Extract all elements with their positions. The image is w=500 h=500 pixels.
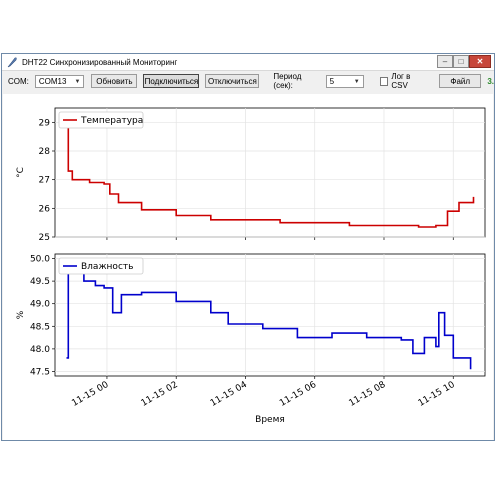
close-button[interactable]: ✕: [469, 55, 491, 68]
period-select[interactable]: 5 ▼: [325, 74, 364, 88]
minimize-icon: –: [442, 57, 448, 66]
log-csv-label: Лог в CSV: [391, 72, 411, 90]
com-label: COM:: [8, 76, 29, 86]
temperature-y-tick-label: 25: [39, 233, 50, 243]
humidity-legend: Влажность: [58, 257, 144, 275]
app-feather-icon: [7, 57, 17, 68]
period-label: Период (сек):: [273, 72, 302, 90]
humidity-x-tick-label: 11-15 10: [417, 380, 457, 409]
app-window: DHT22 Синхронизированный Мониторинг – □ …: [1, 53, 495, 441]
title-bar: DHT22 Синхронизированный Мониторинг – □ …: [2, 54, 494, 71]
humidity-y-tick-label: 48.5: [30, 322, 50, 332]
com-port-value: COM13: [38, 76, 67, 86]
temperature-series-line: [66, 112, 475, 228]
close-icon: ✕: [476, 57, 484, 66]
connect-button[interactable]: Подключиться: [143, 74, 200, 88]
temperature-legend-label: Температура: [80, 116, 143, 126]
humidity-legend-label: Влажность: [81, 262, 133, 272]
humidity-x-tick-label: 11-15 02: [140, 380, 180, 409]
x-axis-label: Время: [255, 415, 285, 425]
humidity-x-tick-label: 11-15 00: [70, 380, 110, 409]
temperature-chart: 25 26 27 28 29 °C Температура: [16, 107, 486, 243]
file-label: Файл: [450, 76, 471, 86]
maximize-button[interactable]: □: [453, 55, 469, 68]
maximize-icon: □: [458, 57, 464, 66]
temperature-y-tick-label: 27: [39, 176, 50, 186]
temperature-y-axis-label: °C: [16, 167, 26, 178]
humidity-y-tick-label: 47.5: [30, 367, 50, 377]
temperature-y-tick-label: 29: [39, 118, 51, 128]
humidity-x-tick-label: 11-15 06: [278, 380, 318, 409]
temperature-legend-box: [58, 111, 144, 129]
humidity-legend-box: [58, 257, 144, 275]
plot-area: 25 26 27 28 29 °C Температура 47.5 48.0 48.5 49.0 4…: [3, 94, 493, 440]
temperature-y-tick-label: 28: [39, 147, 51, 157]
humidity-chart: 47.5 48.0 48.5 49.0 49.5 50.0% Влажность 11-15 …: [16, 253, 486, 425]
refresh-button[interactable]: Обновить: [91, 74, 138, 88]
temperature-legend: Температура: [58, 111, 144, 129]
humidity-y-axis-label: %: [16, 310, 26, 319]
period-value: 5: [329, 76, 335, 86]
com-port-select[interactable]: COM13 ▼: [34, 74, 85, 88]
status-text: 3.: [487, 76, 494, 86]
humidity-y-tick-label: 49.0: [30, 300, 50, 310]
log-csv-checkbox[interactable]: [379, 76, 389, 86]
toolbar: COM: COM13 ▼ Обновить Подключиться Отклю…: [2, 71, 494, 91]
chevron-down-icon: ▼: [353, 78, 360, 85]
humidity-series-line: [66, 266, 472, 370]
window-controls: – □ ✕: [437, 55, 491, 68]
humidity-y-tick-label: 48.0: [30, 345, 50, 355]
chevron-down-icon: ▼: [74, 78, 81, 85]
humidity-y-tick-label: 50.0: [30, 255, 50, 265]
file-button[interactable]: Файл: [439, 74, 482, 88]
connect-label: Подключиться: [144, 76, 199, 86]
charts-canvas: 2526272829°CТемпература47.548.048.549.04…: [16, 107, 486, 425]
humidity-x-tick-label: 11-15 08: [347, 380, 387, 409]
disconnect-label: Отключиться: [208, 76, 257, 86]
refresh-label: Обновить: [96, 76, 133, 86]
window-title: DHT22 Синхронизированный Мониторинг: [22, 57, 178, 67]
disconnect-button[interactable]: Отключиться: [205, 74, 260, 88]
humidity-y-tick-label: 49.5: [30, 277, 50, 287]
humidity-x-tick-label: 11-15 04: [209, 380, 249, 409]
temperature-y-tick-label: 26: [39, 204, 51, 214]
minimize-button[interactable]: –: [437, 55, 453, 68]
temperature-axes-frame: [54, 107, 486, 238]
